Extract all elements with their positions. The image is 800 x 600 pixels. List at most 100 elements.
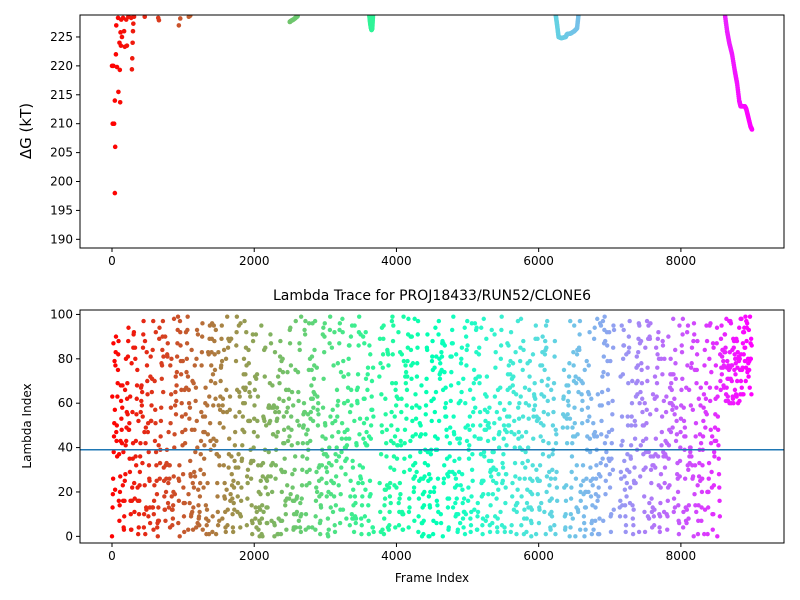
lambda-point	[178, 372, 184, 377]
lambda-point	[191, 505, 196, 510]
lambda-point	[632, 436, 638, 441]
lambda-point	[298, 500, 303, 506]
lambda-point	[442, 463, 447, 468]
lambda-point	[124, 438, 129, 444]
lambda-point	[510, 383, 515, 388]
lambda-point	[651, 523, 657, 528]
lambda-point	[677, 323, 682, 328]
lambda-point	[628, 485, 633, 490]
lambda-point	[717, 485, 722, 490]
lambda-point	[527, 374, 532, 379]
lambda-point	[322, 321, 327, 326]
lambda-point	[164, 476, 169, 481]
lambda-point	[260, 460, 266, 466]
lambda-point	[719, 372, 725, 377]
lambda-point	[380, 352, 386, 357]
lambda-point	[457, 520, 463, 526]
lambda-point	[655, 336, 661, 342]
lambda-point	[504, 472, 509, 477]
lambda-point	[530, 463, 535, 468]
lambda-point	[619, 414, 625, 419]
lambda-point	[484, 336, 489, 342]
lambda-point	[193, 385, 199, 390]
lambda-point	[496, 487, 501, 492]
lambda-point	[627, 318, 632, 324]
lambda-point	[388, 500, 393, 506]
lambda-point	[676, 520, 682, 526]
lambda-point	[464, 438, 470, 444]
lambda-point	[485, 438, 491, 444]
lambda-point	[170, 516, 176, 521]
delta-g-y-tick-label: 190	[50, 232, 73, 246]
lambda-point	[445, 505, 451, 510]
lambda-point	[584, 358, 589, 364]
lambda-point	[710, 527, 715, 532]
lambda-point	[117, 489, 123, 495]
lambda-point	[294, 509, 300, 515]
lambda-point	[142, 338, 148, 344]
lambda-point	[651, 514, 657, 519]
lambda-point	[587, 449, 593, 455]
lambda-point	[603, 463, 609, 468]
lambda-point	[600, 456, 605, 461]
lambda-point	[197, 480, 203, 486]
lambda-point	[410, 434, 415, 439]
lambda-point	[231, 500, 236, 506]
lambda-point	[141, 511, 147, 517]
lambda-point	[385, 352, 391, 357]
lambda-point	[664, 394, 669, 399]
lambda-point	[285, 405, 290, 410]
lambda-point	[499, 314, 504, 319]
lambda-point	[477, 345, 482, 350]
lambda-point	[118, 474, 123, 479]
lambda-point	[659, 443, 664, 448]
delta-g-point	[142, 15, 148, 20]
lambda-point	[458, 361, 464, 366]
lambda-point	[143, 531, 148, 537]
lambda-point	[330, 407, 335, 413]
lambda-point	[302, 409, 308, 415]
lambda-point	[725, 394, 731, 399]
lambda-point	[141, 332, 146, 337]
lambda-point	[494, 525, 500, 530]
lambda-point	[711, 483, 717, 488]
lambda-point	[458, 483, 463, 488]
lambda-point	[478, 423, 483, 428]
lambda-point	[670, 403, 676, 408]
lambda-point	[268, 474, 273, 479]
lambda-point	[115, 367, 121, 373]
lambda-point	[501, 436, 506, 441]
lambda-point	[255, 434, 260, 439]
lambda-point	[569, 469, 574, 475]
lambda-point	[508, 529, 513, 535]
lambda-point	[654, 381, 660, 386]
lambda-point	[226, 465, 231, 470]
lambda-point	[422, 474, 427, 479]
lambda-point	[733, 356, 738, 362]
lambda-point	[421, 518, 426, 524]
lambda-point	[626, 334, 632, 339]
lambda-point	[180, 472, 186, 477]
lambda-point	[217, 518, 222, 524]
lambda-point	[458, 398, 463, 404]
lambda-point	[542, 509, 547, 515]
lambda-point	[735, 378, 740, 384]
lambda-point	[335, 361, 341, 366]
lambda-point	[701, 418, 706, 424]
lambda-point	[545, 383, 550, 388]
lambda-point	[160, 347, 165, 353]
lambda-point	[729, 378, 735, 384]
lambda-point	[587, 414, 592, 419]
lambda-point	[194, 327, 200, 333]
lambda-point	[436, 332, 441, 337]
lambda-point	[133, 356, 138, 362]
lambda-point	[586, 392, 592, 397]
lambda-point	[573, 374, 578, 379]
lambda-point	[184, 369, 189, 375]
lambda-point	[235, 480, 241, 486]
lambda-point	[465, 343, 470, 348]
lambda-point	[706, 460, 712, 466]
lambda-point	[140, 460, 145, 466]
lambda-point	[698, 403, 703, 408]
lambda-point	[349, 511, 354, 517]
